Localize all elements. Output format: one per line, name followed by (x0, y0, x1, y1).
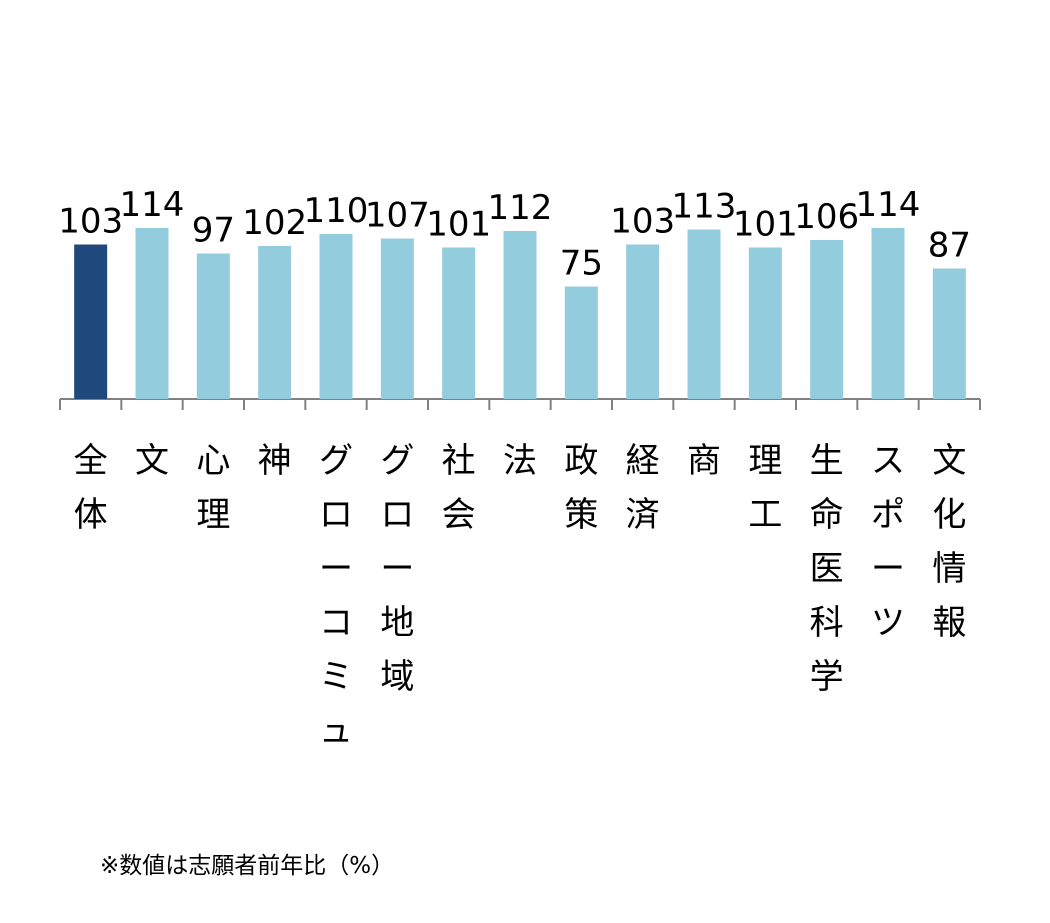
category-label-char: 域 (380, 657, 414, 697)
category-label-char: 文 (932, 441, 966, 481)
category-label: 文 (135, 441, 169, 481)
category-label-char: 神 (258, 441, 292, 481)
data-label: 114 (856, 185, 921, 225)
category-label-char: コ (319, 603, 353, 643)
category-label-char: 生 (810, 441, 844, 481)
data-label: 107 (365, 196, 430, 236)
category-label-char: 学 (810, 657, 844, 697)
bar (258, 246, 292, 399)
data-label: 103 (58, 202, 123, 242)
bar (871, 228, 905, 399)
category-label: 神 (258, 441, 292, 481)
category-label-char: 地 (380, 603, 414, 643)
category-label-char: 工 (748, 495, 782, 535)
category-label-char: 命 (810, 495, 844, 535)
category-label-char: ロ (380, 495, 414, 535)
category-label-char: 法 (503, 441, 537, 481)
bar (442, 247, 476, 399)
category-label: 商 (687, 441, 721, 481)
bar (810, 240, 844, 399)
category-label-char: グ (319, 441, 353, 481)
category-label: 心理 (196, 441, 230, 535)
category-label: 理工 (748, 441, 782, 535)
data-label: 102 (242, 203, 307, 243)
bar (503, 231, 537, 399)
bar (687, 229, 721, 399)
category-label: 法 (503, 441, 537, 481)
category-label-char: ー (871, 549, 905, 589)
category-label: 経済 (626, 441, 660, 535)
category-label-char: 科 (810, 603, 844, 643)
data-label: 101 (426, 205, 491, 245)
category-label: 全体 (74, 441, 108, 535)
category-label-char: ミ (319, 657, 353, 697)
data-label: 112 (488, 188, 553, 228)
data-label: 97 (192, 211, 235, 251)
category-label-char: 済 (626, 495, 660, 535)
footnote: ※数値は志願者前年比（%） (100, 853, 395, 879)
category-label: 社会 (442, 441, 476, 535)
data-label: 75 (560, 244, 603, 284)
category-label-char: ロ (319, 495, 353, 535)
category-label-char: 経 (626, 441, 660, 481)
category-label-char: 報 (932, 603, 966, 643)
category-label-char: 政 (564, 441, 598, 481)
category-label-char: ュ (319, 711, 353, 751)
category-label-char: 全 (74, 441, 108, 481)
data-label: 113 (672, 187, 737, 227)
category-label-char: 心 (196, 441, 230, 481)
category-label-char: 文 (135, 441, 169, 481)
category-label-char: グ (380, 441, 414, 481)
data-label: 101 (733, 205, 798, 245)
bar (380, 238, 414, 399)
data-label: 114 (120, 185, 185, 225)
category-label-char: 会 (442, 495, 476, 535)
category-label-char: 商 (687, 441, 721, 481)
category-label-char: 化 (932, 495, 966, 535)
category-label: 政策 (564, 441, 598, 535)
category-label-char: ス (871, 441, 905, 481)
bar (319, 234, 353, 399)
category-label-char: 社 (442, 441, 476, 481)
bar (135, 228, 169, 399)
data-label: 103 (610, 202, 675, 242)
bar (748, 247, 782, 399)
category-label-char: 体 (74, 495, 108, 535)
data-label: 87 (928, 226, 971, 266)
bar (564, 286, 598, 399)
bar (932, 268, 966, 399)
category-label-char: ポ (871, 495, 905, 535)
category-label-char: ツ (871, 603, 905, 643)
category-label-char: 理 (196, 495, 230, 535)
category-label-char: 医 (810, 549, 844, 589)
data-label: 110 (304, 191, 369, 231)
bar (196, 253, 230, 399)
data-label: 106 (794, 197, 859, 237)
category-label-char: 情 (932, 549, 966, 589)
bar (626, 244, 660, 399)
category-label-char: 策 (564, 495, 598, 535)
category-label-char: ー (380, 549, 414, 589)
category-label-char: ー (319, 549, 353, 589)
category-label-char: 理 (748, 441, 782, 481)
bar (74, 244, 108, 399)
